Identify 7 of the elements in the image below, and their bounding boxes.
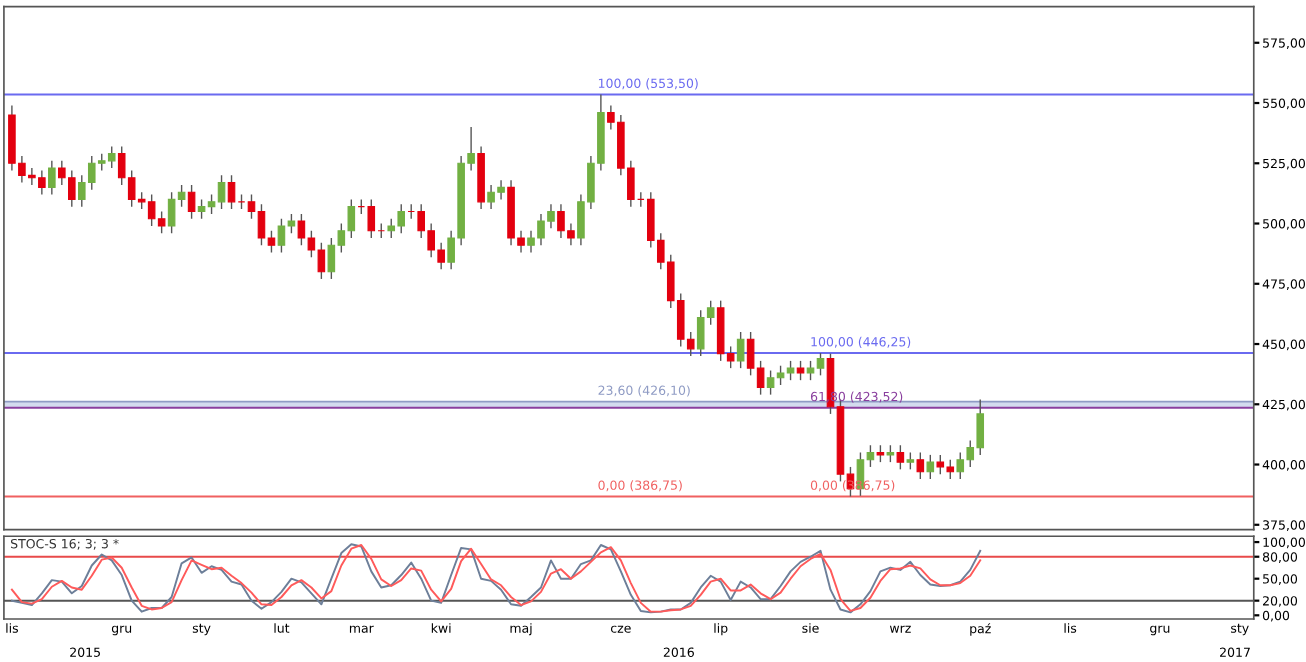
- candlestick: [896, 444, 905, 471]
- candlestick: [926, 454, 935, 480]
- candlestick: [916, 451, 925, 480]
- candlestick: [736, 331, 745, 369]
- candlestick: [187, 184, 196, 220]
- candlestick: [48, 160, 56, 196]
- candlestick: [796, 360, 805, 381]
